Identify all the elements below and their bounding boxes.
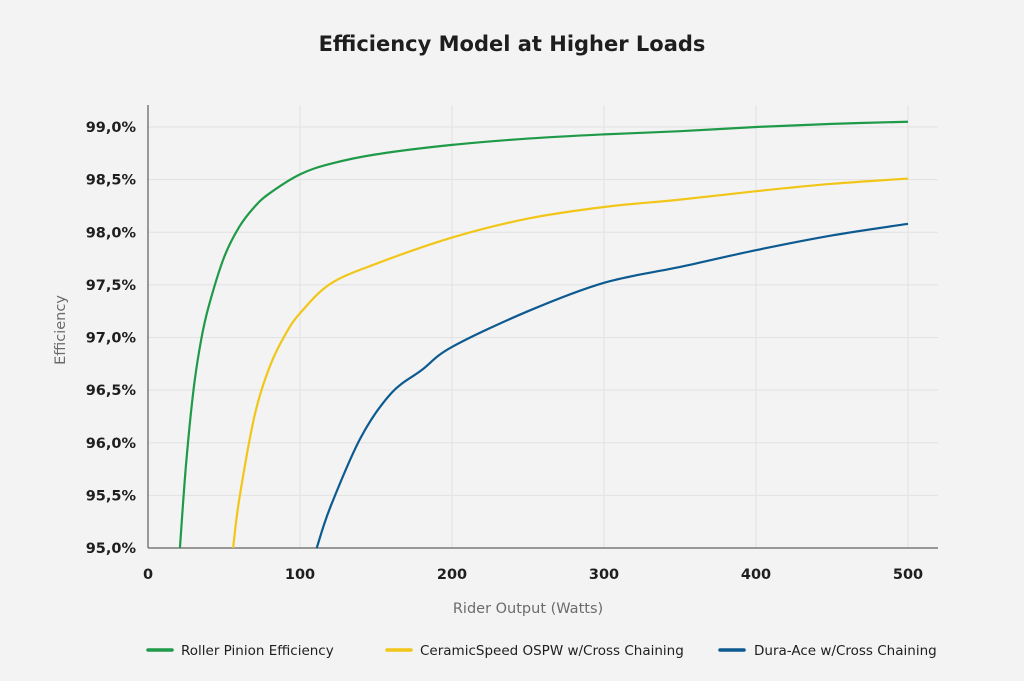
y-axis-label: Efficiency [53,295,69,365]
y-tick-label: 98,5% [86,173,137,189]
y-tick-label: 96,0% [86,436,137,452]
series-lines [178,120,909,549]
series-line-1 [178,120,909,549]
x-tick-labels: 0 100 200 300 400 500 [143,567,923,583]
legend-label: CeramicSpeed OSPW w/Cross Chaining [420,643,684,659]
y-tick-label: 97,5% [86,278,137,294]
y-tick-label: 97,0% [86,331,137,347]
x-tick-label: 300 [589,567,619,583]
x-tick-label: 400 [741,567,771,583]
x-tick-label: 0 [143,567,153,583]
chart-title: Efficiency Model at Higher Loads [319,32,706,56]
y-tick-labels: 95,0% 95,5% 96,0% 96,5% 97,0% 97,5% 98,0% 98,5%… [86,120,137,557]
x-tick-label: 200 [437,567,467,583]
axes [147,105,938,549]
x-axis-label: Rider Output (Watts) [453,601,603,617]
y-tick-label: 99,0% [86,120,137,136]
y-tick-label: 96,5% [86,383,137,399]
series-line-2 [232,177,909,549]
y-tick-label: 95,0% [86,541,137,557]
x-tick-label: 100 [285,567,315,583]
y-tick-label: 98,0% [86,225,137,241]
legend-label: Dura-Ace w/Cross Chaining [754,643,937,659]
legend: Roller Pinion Efficiency CeramicSpeed OSP… [146,643,937,659]
x-tick-label: 500 [893,567,923,583]
series-line-3 [315,222,909,549]
legend-label: Roller Pinion Efficiency [181,643,334,659]
grid [148,105,938,548]
y-tick-label: 95,5% [86,488,137,504]
